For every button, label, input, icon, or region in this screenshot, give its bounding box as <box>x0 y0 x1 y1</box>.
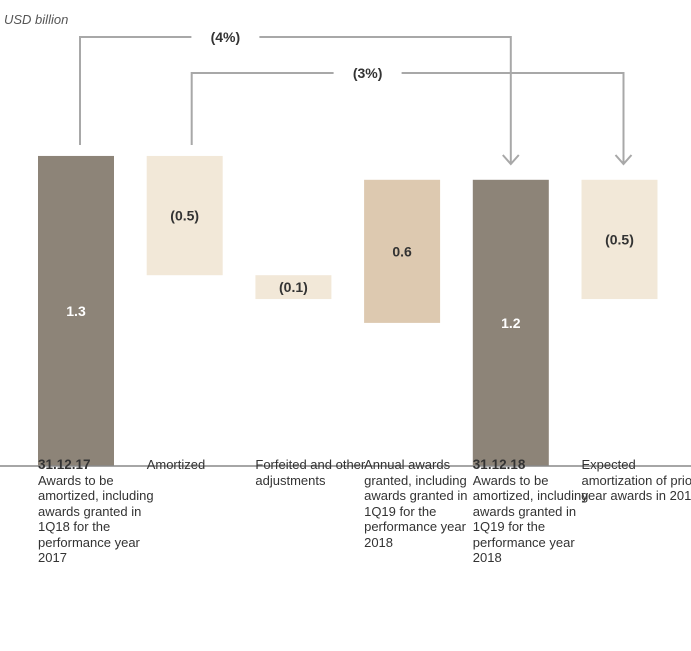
category-text-expected: Expected amortization of prior-year awar… <box>581 457 691 503</box>
bracket-left-0 <box>79 36 192 145</box>
bar-start <box>38 155 114 466</box>
category-text-start: Awards to be amortized, including awards… <box>38 472 154 566</box>
bracket-arrowhead-1 <box>614 154 633 166</box>
value-label-annual: 0.6 <box>392 243 412 259</box>
bar-annual <box>364 179 441 323</box>
category-label-amortized: Amortized <box>147 457 267 473</box>
bracket-left-1 <box>190 72 334 145</box>
category-label-expected: Expected amortization of prior-year awar… <box>582 457 691 504</box>
value-label-end: 1.2 <box>501 315 521 331</box>
annotation-label-0: (4%) <box>211 29 241 45</box>
category-label-forfeited: Forfeited and other adjustments <box>255 457 375 488</box>
category-head-start: 31.12.17 <box>38 457 91 472</box>
category-text-end: Awards to be amortized, including awards… <box>472 472 589 566</box>
category-text-forfeited: Forfeited and other adjustments <box>255 457 366 488</box>
value-label-expected: (0.5) <box>605 231 634 247</box>
bar-end <box>472 179 549 467</box>
bracket-right-1 <box>401 72 625 164</box>
value-label-amortized: (0.5) <box>170 208 199 224</box>
bracket-right-0 <box>259 36 512 164</box>
annotation-label-1: (3%) <box>353 65 383 81</box>
bar-expected <box>581 179 658 300</box>
category-head-end: 31.12.18 <box>472 457 526 472</box>
bracket-arrowhead-0 <box>502 154 520 166</box>
unit-label: USD billion <box>4 12 69 27</box>
category-label-annual: Annual awards granted, including awards … <box>364 457 484 550</box>
category-text-annual: Annual awards granted, including awards … <box>364 457 468 550</box>
value-label-forfeited: (0.1) <box>279 279 308 295</box>
bar-amortized <box>146 155 223 276</box>
category-label-start: 31.12.17 Awards to be amortized, includin… <box>38 457 158 566</box>
category-text-amortized: Amortized <box>146 457 206 472</box>
value-label-start: 1.3 <box>66 303 86 319</box>
bar-forfeited <box>255 275 332 300</box>
category-label-end: 31.12.18 Awards to be amortized, includin… <box>473 457 593 566</box>
